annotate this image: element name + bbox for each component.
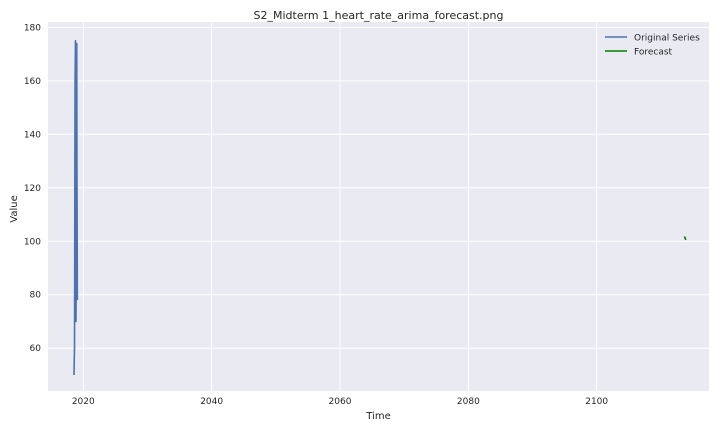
grid bbox=[48, 22, 709, 391]
y-tick-label: 120 bbox=[24, 184, 41, 194]
tick-labels: 2020 2040 2060 2080 2100 60 80 100 120 140 160 180 bbox=[24, 23, 609, 407]
y-axis-label: Value bbox=[9, 195, 20, 222]
legend: Original Series Forecast bbox=[605, 34, 700, 58]
y-tick-label: 100 bbox=[24, 237, 41, 247]
y-tick-label: 140 bbox=[24, 130, 41, 140]
x-tick-label: 2040 bbox=[200, 397, 223, 407]
series-line-forecast bbox=[683, 236, 687, 241]
y-tick-label: 80 bbox=[30, 291, 42, 301]
series-line-original-series bbox=[73, 39, 79, 375]
y-tick-label: 160 bbox=[24, 77, 41, 87]
y-tick-label: 60 bbox=[30, 344, 42, 354]
x-tick-label: 2060 bbox=[329, 397, 352, 407]
legend-label: Original Series bbox=[634, 34, 700, 44]
x-axis-label: Time bbox=[365, 411, 390, 422]
x-tick-label: 2080 bbox=[457, 397, 480, 407]
chart-title: S2_Midterm 1_heart_rate_arima_forecast.p… bbox=[254, 9, 504, 22]
x-tick-label: 2020 bbox=[72, 397, 95, 407]
plot-area bbox=[48, 22, 709, 391]
legend-label: Forecast bbox=[634, 48, 673, 58]
y-tick-label: 180 bbox=[24, 23, 41, 33]
x-tick-label: 2100 bbox=[585, 397, 608, 407]
series-lines bbox=[73, 39, 687, 375]
